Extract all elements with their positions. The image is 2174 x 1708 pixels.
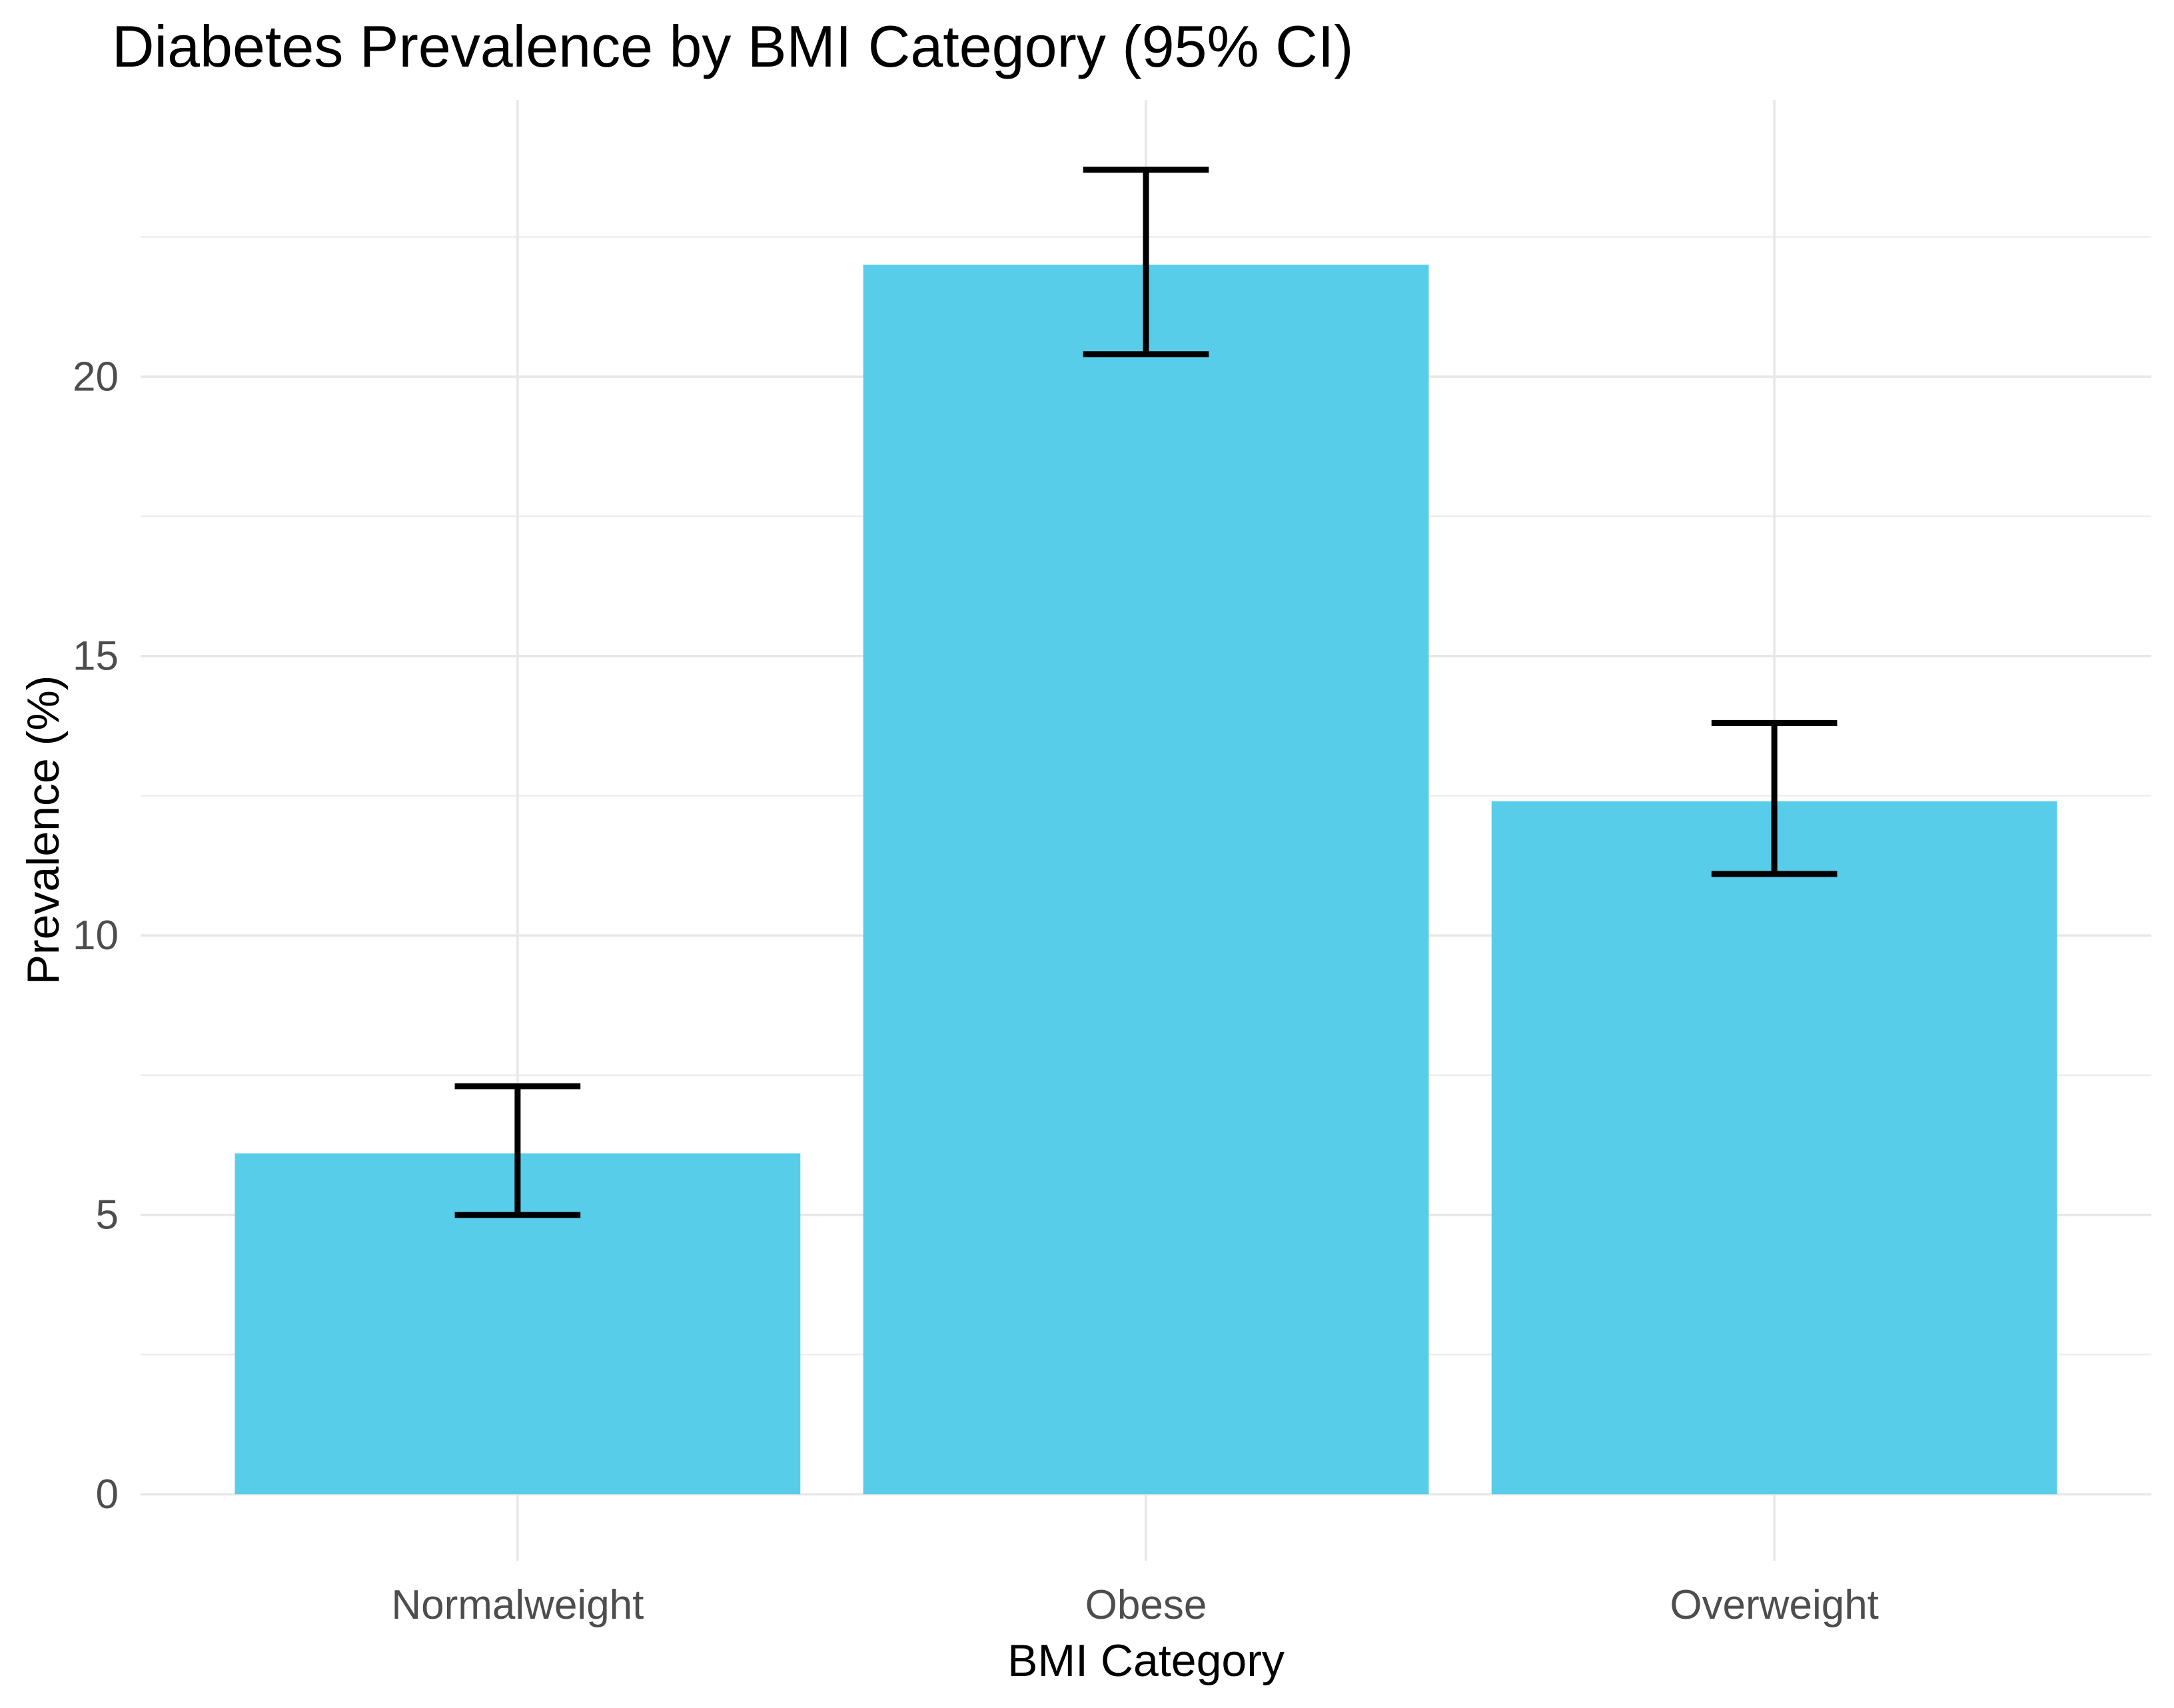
y-tick-label: 0 [96, 1472, 119, 1517]
plot-area: 0 5 10 15 20 Normalweight Obese Overweight [73, 100, 2151, 1628]
y-axis-title: Prevalence (%) [18, 675, 69, 985]
y-tick-label: 15 [73, 634, 119, 679]
bar-obese [863, 264, 1429, 1495]
y-tick-label: 5 [96, 1192, 119, 1238]
y-tick-label: 10 [73, 913, 119, 959]
bar-overweight [1491, 801, 2057, 1495]
x-tick-label: Obese [1085, 1582, 1207, 1628]
x-tick-label: Normalweight [391, 1582, 644, 1628]
chart-title: Diabetes Prevalence by BMI Category (95%… [112, 13, 1353, 79]
x-tick-label: Overweight [1670, 1582, 1879, 1628]
y-tick-label: 20 [73, 354, 119, 400]
x-axis-title: BMI Category [1007, 1635, 1285, 1686]
